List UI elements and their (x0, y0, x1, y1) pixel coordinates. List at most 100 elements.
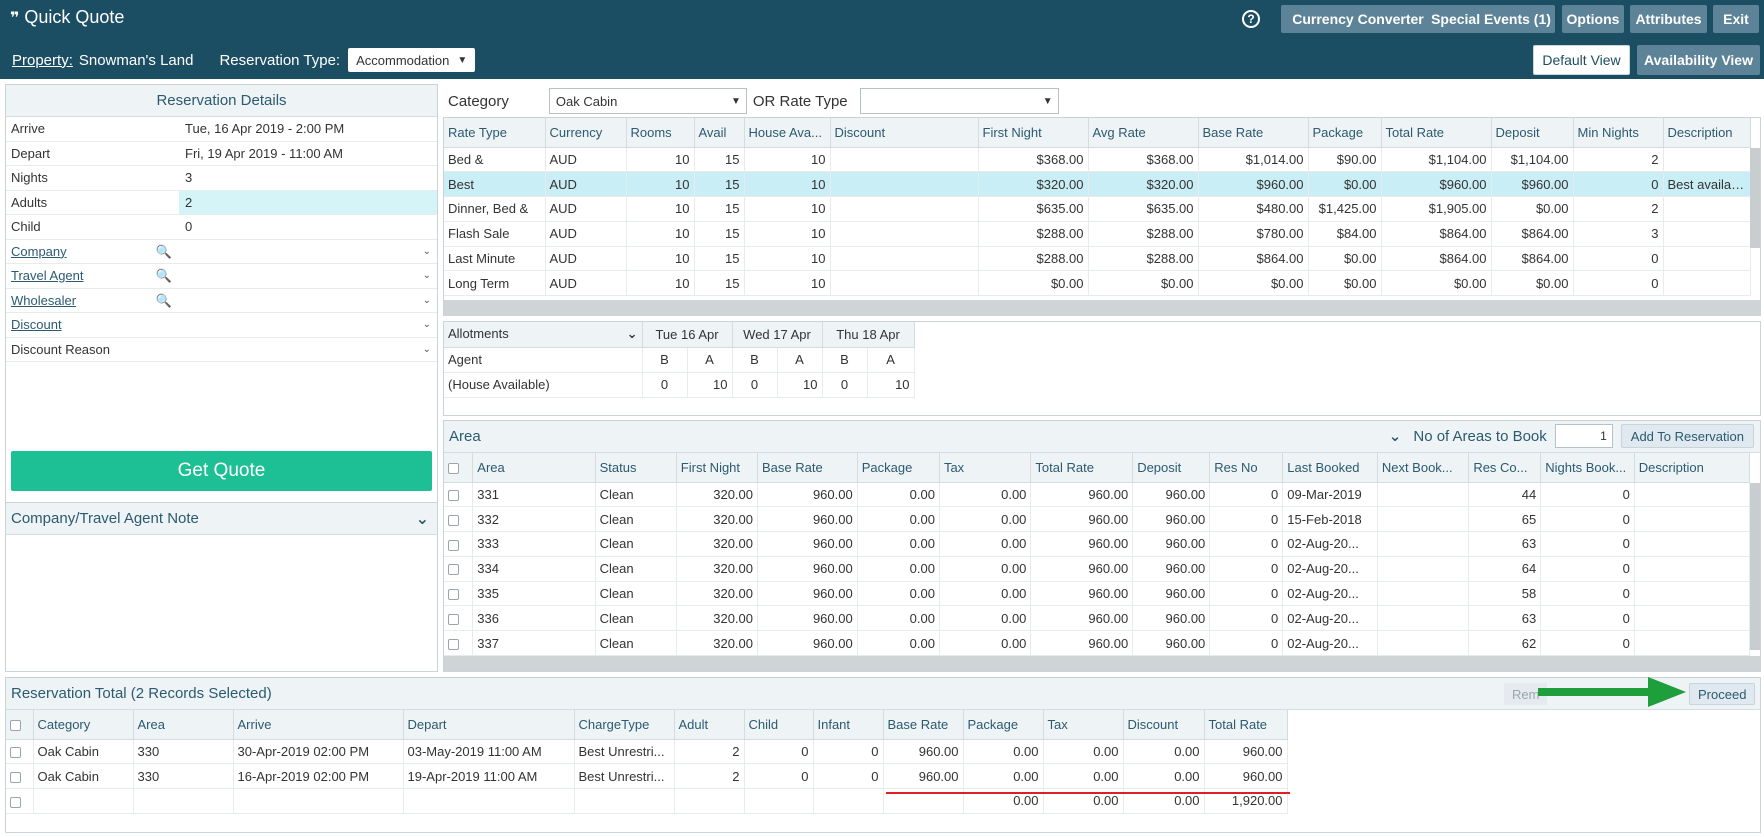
areas-column-header[interactable]: Area (472, 453, 596, 483)
row-checkbox-cell[interactable] (6, 763, 34, 790)
detail-row-child[interactable]: Child 0 (6, 215, 437, 240)
areas-column-header[interactable]: Nights Book... (1540, 453, 1635, 483)
add-to-reservation-button[interactable]: Add To Reservation (1620, 424, 1754, 448)
rates-column-header[interactable]: Deposit (1491, 118, 1574, 148)
horizontal-scrollbar[interactable] (444, 300, 1760, 315)
discount-reason-select[interactable]: ⌄ (179, 338, 437, 362)
remove-button[interactable]: Rem (1504, 683, 1548, 705)
totals-column-header[interactable]: Infant (813, 710, 884, 740)
wholesaler-link[interactable]: Wholesaler 🔍 (6, 293, 179, 308)
rate-type-row[interactable]: Bed & AUD 10 15 10 $368.00 $368.00 $1,014.00 $90… (444, 147, 1751, 173)
exit-button[interactable]: Exit (1713, 5, 1759, 33)
detail-row-discount[interactable]: Discount ⌄ (6, 313, 437, 338)
detail-row-nights[interactable]: Nights 3 (6, 166, 437, 191)
availability-view-button[interactable]: Availability View (1637, 45, 1760, 75)
rates-column-header[interactable]: Total Rate (1381, 118, 1492, 148)
depart-value[interactable]: Fri, 19 Apr 2019 - 11:00 AM (185, 145, 344, 161)
category-select[interactable]: Oak Cabin ▼ (548, 88, 747, 114)
totals-column-header[interactable]: Area (133, 710, 234, 740)
adults-value[interactable]: 2 (179, 190, 437, 214)
company-select[interactable]: ⌄ (179, 240, 437, 264)
totals-column-header[interactable]: Category (33, 710, 134, 740)
totals-column-header[interactable]: Package (963, 710, 1044, 740)
row-checkbox[interactable] (448, 564, 459, 576)
row-checkbox[interactable] (10, 796, 21, 808)
row-checkbox-cell[interactable] (444, 556, 474, 582)
area-row[interactable]: 333 Clean 320.00 960.00 0.00 0.00 960.00 960.00… (444, 531, 1751, 557)
row-checkbox[interactable] (448, 589, 459, 601)
reservation-type-select[interactable]: Accommodation ▼ (348, 48, 476, 72)
select-all-checkbox-cell[interactable] (444, 453, 474, 483)
row-checkbox-cell[interactable] (444, 482, 474, 508)
select-all-checkbox-cell[interactable] (6, 710, 34, 740)
row-checkbox-cell[interactable] (444, 506, 474, 533)
vertical-scrollbar[interactable] (1750, 148, 1760, 248)
areas-column-header[interactable]: Status (595, 453, 677, 483)
totals-column-header[interactable]: Arrive (233, 710, 404, 740)
attributes-button[interactable]: Attributes (1630, 5, 1707, 33)
travel-agent-select[interactable]: ⌄ (179, 264, 437, 288)
row-checkbox[interactable] (10, 771, 21, 783)
options-button[interactable]: Options (1562, 5, 1624, 33)
row-checkbox[interactable] (448, 613, 459, 625)
search-icon[interactable]: 🔍 (155, 243, 172, 259)
rates-column-header[interactable]: Avg Rate (1088, 118, 1199, 148)
rates-column-header[interactable]: Description (1663, 118, 1751, 148)
special-events-button[interactable]: Special Events (1) (1427, 5, 1555, 33)
row-checkbox[interactable] (448, 489, 459, 501)
area-row[interactable]: 337 Clean 320.00 960.00 0.00 0.00 960.00 960.00… (444, 630, 1751, 657)
travel-agent-link[interactable]: Travel Agent 🔍 (6, 268, 179, 283)
rates-column-header[interactable]: Currency (545, 118, 627, 148)
detail-row-arrive[interactable]: Arrive Tue, 16 Apr 2019 - 2:00 PM (6, 117, 437, 142)
rate-type-row[interactable]: Flash Sale AUD 10 15 10 $288.00 $288.00 $780.00… (444, 221, 1751, 247)
search-icon[interactable]: 🔍 (155, 292, 172, 308)
row-checkbox-cell[interactable] (444, 605, 474, 632)
row-checkbox[interactable] (10, 719, 21, 731)
detail-row-wholesaler[interactable]: Wholesaler 🔍 ⌄ (6, 289, 437, 313)
row-checkbox-cell[interactable] (6, 739, 34, 765)
row-checkbox-cell[interactable] (6, 788, 34, 814)
allotments-select[interactable]: Allotments ⌄ (444, 322, 643, 348)
area-row[interactable]: 334 Clean 320.00 960.00 0.00 0.00 960.00 960.00… (444, 556, 1751, 582)
rates-column-header[interactable]: Discount (830, 118, 979, 148)
rates-column-header[interactable]: House Ava... (744, 118, 831, 148)
row-checkbox-cell[interactable] (444, 630, 474, 657)
rate-type-row[interactable]: Last Minute AUD 10 15 10 $288.00 $288.00 $864.0… (444, 246, 1751, 272)
rates-column-header[interactable]: Min Nights (1573, 118, 1664, 148)
totals-column-header[interactable]: Tax (1043, 710, 1124, 740)
row-checkbox-cell[interactable] (444, 531, 474, 557)
property-label[interactable]: Property: (12, 51, 73, 69)
areas-column-header[interactable]: Res Co... (1468, 453, 1542, 483)
rates-column-header[interactable]: Package (1308, 118, 1382, 148)
areas-column-header[interactable]: Description (1634, 453, 1751, 483)
totals-column-header[interactable]: Discount (1123, 710, 1205, 740)
rates-column-header[interactable]: First Night (978, 118, 1089, 148)
row-checkbox[interactable] (448, 638, 459, 650)
areas-column-header[interactable]: Base Rate (757, 453, 858, 483)
rates-column-header[interactable]: Rate Type (444, 118, 546, 148)
areas-column-header[interactable]: Res No (1209, 453, 1284, 483)
areas-column-header[interactable]: Next Book... (1377, 453, 1470, 483)
row-checkbox[interactable] (448, 462, 459, 474)
area-row[interactable]: 336 Clean 320.00 960.00 0.00 0.00 960.00 960.00… (444, 605, 1751, 632)
help-circle-icon[interactable]: ? (1242, 10, 1260, 28)
rates-column-header[interactable]: Base Rate (1198, 118, 1309, 148)
detail-row-company[interactable]: Company 🔍 ⌄ (6, 240, 437, 264)
default-view-button[interactable]: Default View (1533, 45, 1630, 75)
currency-converter-button[interactable]: Currency Converter (1281, 5, 1435, 33)
discount-select[interactable]: ⌄ (179, 313, 437, 337)
totals-column-header[interactable]: Total Rate (1204, 710, 1288, 740)
vertical-scrollbar[interactable] (1750, 483, 1760, 650)
area-row[interactable]: 335 Clean 320.00 960.00 0.00 0.00 960.00 960.00… (444, 581, 1751, 607)
wholesaler-select[interactable]: ⌄ (179, 289, 437, 313)
totals-column-header[interactable]: Adult (674, 710, 745, 740)
detail-row-depart[interactable]: Depart Fri, 19 Apr 2019 - 11:00 AM (6, 142, 437, 166)
get-quote-button[interactable]: Get Quote (11, 451, 432, 491)
company-link[interactable]: Company 🔍 (6, 244, 179, 259)
chevron-down-icon[interactable]: ⌄ (1388, 428, 1402, 445)
child-value[interactable]: 0 (185, 219, 193, 235)
area-row[interactable]: 331 Clean 320.00 960.00 0.00 0.00 960.00 960.00… (444, 482, 1751, 508)
rate-type-row[interactable]: Long Term AUD 10 15 10 $0.00 $0.00 $0.00 $0.00 $0… (444, 270, 1751, 297)
row-checkbox[interactable] (448, 514, 459, 526)
nights-value[interactable]: 3 (185, 170, 193, 186)
